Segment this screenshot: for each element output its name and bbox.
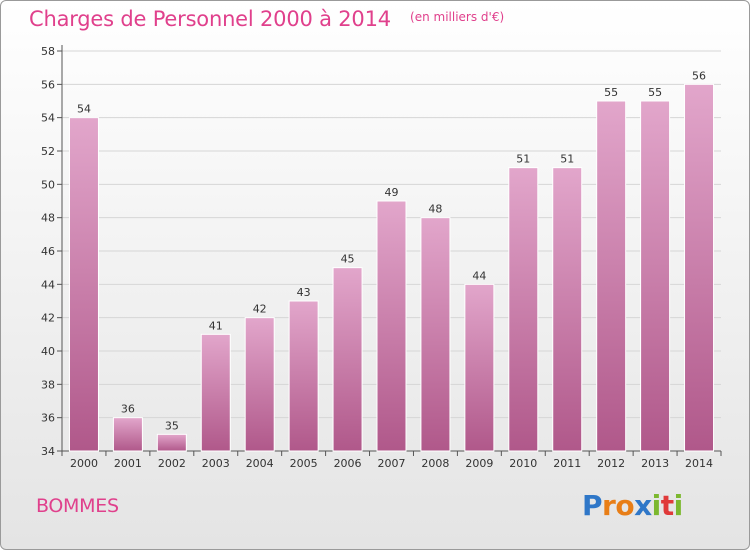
bar[interactable]: [112, 417, 143, 452]
commune-name: BOMMES: [36, 495, 119, 517]
x-tick-label: 2011: [553, 457, 581, 470]
data-label: 55: [604, 86, 618, 99]
logo-letter: P: [582, 489, 603, 522]
y-tick-label: 50: [41, 178, 55, 191]
bar[interactable]: [332, 267, 363, 452]
y-tick-label: 54: [41, 112, 55, 125]
bar[interactable]: [508, 167, 539, 452]
logo-letter: x: [634, 489, 652, 522]
x-tick-label: 2010: [509, 457, 537, 470]
bar[interactable]: [420, 217, 451, 452]
x-tick-label: 2000: [70, 457, 98, 470]
y-tick-label: 34: [41, 445, 55, 458]
logo-letter: o: [615, 489, 635, 522]
data-label: 56: [692, 69, 706, 82]
bar[interactable]: [552, 167, 583, 452]
data-label: 54: [77, 103, 91, 116]
bar[interactable]: [684, 83, 715, 452]
x-tick-label: 2008: [421, 457, 449, 470]
x-tick-label: 2006: [334, 457, 362, 470]
data-label: 42: [253, 303, 267, 316]
bar[interactable]: [596, 100, 627, 452]
x-tick-label: 2005: [290, 457, 318, 470]
logo-letter: i: [651, 489, 662, 522]
y-tick-label: 52: [41, 145, 55, 158]
y-tick-label: 36: [41, 412, 55, 425]
proxiti-logo[interactable]: Proxiti: [582, 489, 683, 522]
x-tick-label: 2013: [641, 457, 669, 470]
y-tick-label: 38: [41, 378, 55, 391]
bar[interactable]: [640, 100, 671, 452]
data-label: 55: [648, 86, 662, 99]
chart-title-block: Charges de Personnel 2000 à 2014 (en mil…: [29, 7, 504, 31]
data-labels: 54 36 35 41 42 43 45 49 48 44 51 51 55 55 56: [77, 69, 706, 432]
y-tick-label: 46: [41, 245, 55, 258]
y-tick-label: 48: [41, 212, 55, 225]
bar[interactable]: [376, 200, 407, 452]
logo-letter: r: [602, 489, 616, 522]
data-label: 35: [165, 419, 179, 432]
x-tick-label: 2001: [114, 457, 142, 470]
logo-letter: i: [673, 489, 684, 522]
data-label: 49: [385, 186, 399, 199]
y-tick-label: 58: [41, 45, 55, 58]
bar[interactable]: [200, 333, 231, 452]
axes: 34 36 38 40 42 44 46 48 50 52 54 56 58 2000 2001 2002 20…: [41, 45, 722, 470]
bar[interactable]: [156, 433, 187, 452]
data-label: 51: [516, 153, 530, 166]
x-tick-label: 2002: [158, 457, 186, 470]
data-label: 41: [209, 319, 223, 332]
bar[interactable]: [464, 283, 495, 452]
y-tick-label: 40: [41, 345, 55, 358]
y-tick-label: 56: [41, 78, 55, 91]
data-label: 45: [341, 253, 355, 266]
data-label: 48: [428, 203, 442, 216]
x-tick-label: 2003: [202, 457, 230, 470]
data-label: 44: [472, 269, 486, 282]
x-tick-label: 2004: [246, 457, 274, 470]
y-tick-label: 44: [41, 278, 55, 291]
bar[interactable]: [288, 300, 319, 452]
x-tick-label: 2009: [465, 457, 493, 470]
chart-unit: (en milliers d'€): [410, 10, 505, 24]
bar[interactable]: [244, 317, 275, 452]
x-tick-label: 2012: [597, 457, 625, 470]
data-label: 51: [560, 153, 574, 166]
data-label: 36: [121, 403, 135, 416]
bar[interactable]: [68, 117, 99, 452]
y-tick-label: 42: [41, 312, 55, 325]
x-tick-label: 2007: [378, 457, 406, 470]
logo-letter: t: [660, 489, 674, 522]
data-label: 43: [297, 286, 311, 299]
bars: [68, 83, 715, 452]
chart-title: Charges de Personnel 2000 à 2014: [29, 7, 391, 31]
x-tick-label: 2014: [685, 457, 713, 470]
